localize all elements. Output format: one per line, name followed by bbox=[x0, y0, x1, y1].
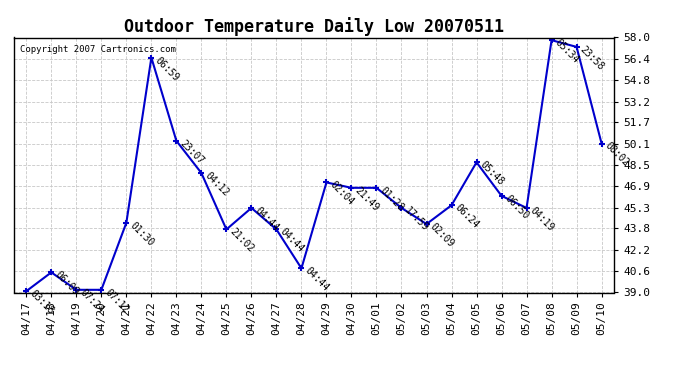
Text: 04:44: 04:44 bbox=[278, 226, 306, 255]
Text: 07:24: 07:24 bbox=[78, 287, 106, 315]
Text: 06:59: 06:59 bbox=[152, 55, 181, 83]
Text: 06:09: 06:09 bbox=[52, 270, 81, 297]
Text: 21:49: 21:49 bbox=[353, 185, 381, 213]
Text: 02:09: 02:09 bbox=[428, 221, 455, 249]
Text: 07:12: 07:12 bbox=[103, 287, 130, 315]
Title: Outdoor Temperature Daily Low 20070511: Outdoor Temperature Daily Low 20070511 bbox=[124, 17, 504, 36]
Text: 05:34: 05:34 bbox=[553, 38, 581, 65]
Text: 23:58: 23:58 bbox=[578, 44, 606, 72]
Text: 06:50: 06:50 bbox=[503, 193, 531, 221]
Text: 02:04: 02:04 bbox=[328, 180, 355, 207]
Text: 01:30: 01:30 bbox=[128, 220, 155, 248]
Text: Copyright 2007 Cartronics.com: Copyright 2007 Cartronics.com bbox=[20, 45, 176, 54]
Text: 01:28: 01:28 bbox=[378, 185, 406, 213]
Text: 03:18: 03:18 bbox=[28, 288, 55, 316]
Text: 04:44: 04:44 bbox=[253, 205, 281, 233]
Text: 06:24: 06:24 bbox=[453, 202, 481, 230]
Text: 05:48: 05:48 bbox=[478, 159, 506, 188]
Text: 17:59: 17:59 bbox=[403, 205, 431, 233]
Text: 21:02: 21:02 bbox=[228, 226, 255, 255]
Text: 23:07: 23:07 bbox=[178, 138, 206, 166]
Text: 04:44: 04:44 bbox=[303, 266, 331, 293]
Text: 08:02: 08:02 bbox=[603, 141, 631, 169]
Text: 04:12: 04:12 bbox=[203, 170, 230, 198]
Text: 04:19: 04:19 bbox=[528, 205, 555, 233]
